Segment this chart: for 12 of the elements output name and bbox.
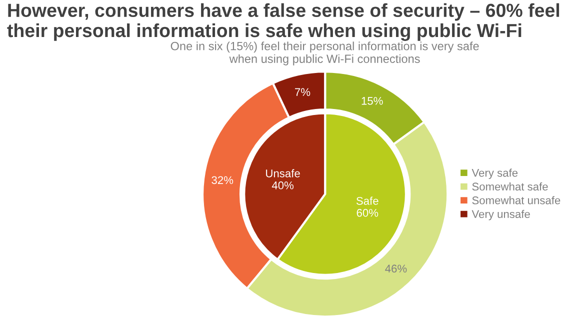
data-label: 15%: [362, 96, 383, 105]
data-label: Safe 60%: [356, 196, 378, 217]
legend-label: Somewhat safe: [472, 182, 548, 191]
legend-label: Very safe: [472, 168, 518, 179]
chart-subtitle: One in six (15%) feel their personal information is very safe when using public Wi-Fi connections: [170, 42, 479, 66]
legend-label: Very unsafe: [472, 210, 530, 220]
data-label: 7%: [295, 88, 310, 96]
chart-title: However, consumers have a false sense of security – 60% feel their personal information is safe when using public Wi-Fi: [7, 3, 560, 41]
data-label: Unsafe 40%: [266, 169, 300, 190]
data-label: 32%: [212, 176, 234, 184]
legend-label: Somewhat unsafe: [472, 196, 560, 204]
data-label: 46%: [385, 264, 407, 273]
